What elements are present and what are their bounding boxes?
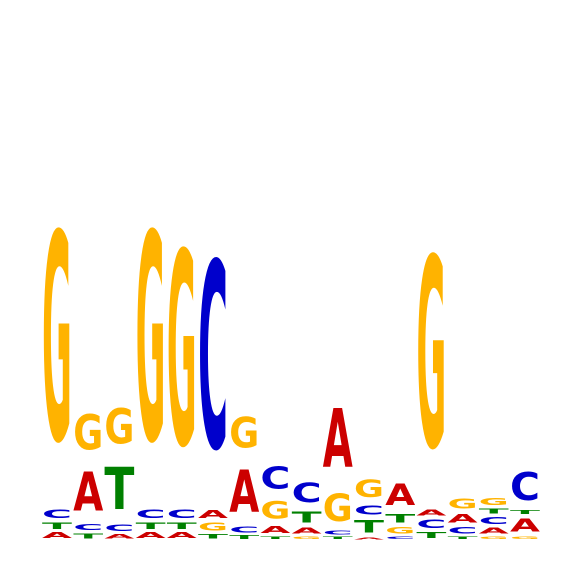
logo-letter-g-pos6-2: G	[198, 521, 228, 533]
logo-letter-a-pos13-3: A	[416, 508, 447, 517]
logo-letter-c-pos7-2: C	[229, 525, 259, 534]
logo-letter-c-pos1-3: C	[42, 508, 72, 522]
logo-letter-t-pos15-4: T	[479, 508, 510, 516]
logo-letter-t-pos8-1: T	[260, 536, 291, 540]
logo-letter-t-pos5-2: T	[167, 521, 198, 531]
logo-letter-c-pos10-2: C	[323, 530, 353, 536]
logo-letter-g-pos15-1: G	[479, 536, 509, 540]
logo-letter-a-pos14-3: A	[448, 512, 478, 526]
logo-letter-t-pos6-1: T	[198, 533, 229, 540]
logo-letter-t-pos7-1: T	[229, 535, 260, 541]
logo-letter-g-pos10-3: G	[323, 486, 353, 530]
logo-letter-t-pos4-2: T	[136, 521, 167, 531]
logo-letter-c-pos6-4: C	[198, 211, 228, 508]
logo-letter-a-pos8-2: A	[260, 524, 290, 535]
logo-letter-t-pos14-1: T	[448, 536, 479, 540]
logo-letter-c-pos13-2: C	[416, 518, 446, 532]
logo-letter-a-pos11-1: A	[354, 537, 385, 540]
logo-letter-t-pos11-2: T	[354, 517, 384, 536]
logo-letter-g-pos8-3: G	[260, 497, 290, 525]
logo-letter-a-pos5-1: A	[167, 531, 198, 540]
logo-letter-t-pos12-3: T	[385, 512, 415, 526]
logo-letter-c-pos15-3: C	[479, 515, 509, 526]
logo-letter-a-pos16-2: A	[510, 516, 541, 536]
logo-letter-a-pos9-2: A	[292, 526, 323, 535]
logo-letter-t-pos9-3: T	[292, 508, 323, 526]
logo-letter-a-pos10-4: A	[323, 393, 353, 486]
logo-letter-a-pos4-1: A	[136, 531, 167, 540]
logo-letter-t-pos2-1: T	[73, 532, 104, 540]
logo-letter-c-pos2-2: C	[73, 523, 103, 532]
logo-letter-g-pos13-4: G	[416, 203, 446, 507]
logo-letter-t-pos3-3: T	[104, 456, 134, 524]
logo-letter-c-pos12-1: C	[385, 535, 415, 540]
logo-letter-g-pos12-2: G	[385, 526, 415, 536]
logo-letter-t-pos10-1: T	[323, 536, 354, 540]
logo-letter-c-pos14-2: C	[448, 525, 478, 535]
logo-letter-a-pos2-3: A	[73, 461, 103, 523]
logo-letter-t-pos1-2: T	[42, 521, 73, 531]
logo-letter-g-pos4-4: G	[136, 174, 166, 506]
logo-letter-a-pos12-4: A	[385, 479, 416, 513]
logo-letter-c-pos16-4: C	[510, 465, 540, 510]
logo-letter-g-pos2-4: G	[73, 405, 103, 461]
logo-letter-g-pos9-1: G	[292, 536, 322, 540]
logo-letter-g-pos11-4: G	[354, 475, 384, 503]
logo-letter-c-pos5-3: C	[167, 508, 197, 522]
logo-letter-c-pos8-4: C	[260, 462, 290, 496]
logo-letter-g-pos5-4: G	[167, 197, 197, 507]
logo-letter-a-pos3-1: A	[104, 533, 135, 540]
logo-letter-a-pos6-3: A	[198, 509, 228, 521]
logo-letter-a-pos7-3: A	[229, 457, 259, 525]
logo-letter-g-pos7-4: G	[229, 410, 259, 458]
logo-letter-g-pos16-1: G	[510, 536, 540, 540]
logo-letter-a-pos15-2: A	[479, 526, 510, 535]
logo-letter-g-pos3-4: G	[104, 400, 134, 456]
logo-letter-c-pos3-2: C	[104, 523, 134, 533]
logo-letter-a-pos1-1: A	[42, 531, 73, 540]
logo-letter-t-pos16-3: T	[510, 510, 541, 516]
logo-letter-c-pos4-3: C	[136, 508, 166, 522]
logo-letter-g-pos15-5: G	[479, 496, 509, 507]
logo-letter-g-pos14-4: G	[448, 496, 478, 512]
logo-letter-c-pos9-4: C	[292, 478, 322, 509]
logo-letter-t-pos13-1: T	[416, 531, 447, 540]
logo-letter-c-pos11-3: C	[354, 503, 384, 518]
logo-letter-g-pos1-4: G	[42, 174, 72, 506]
